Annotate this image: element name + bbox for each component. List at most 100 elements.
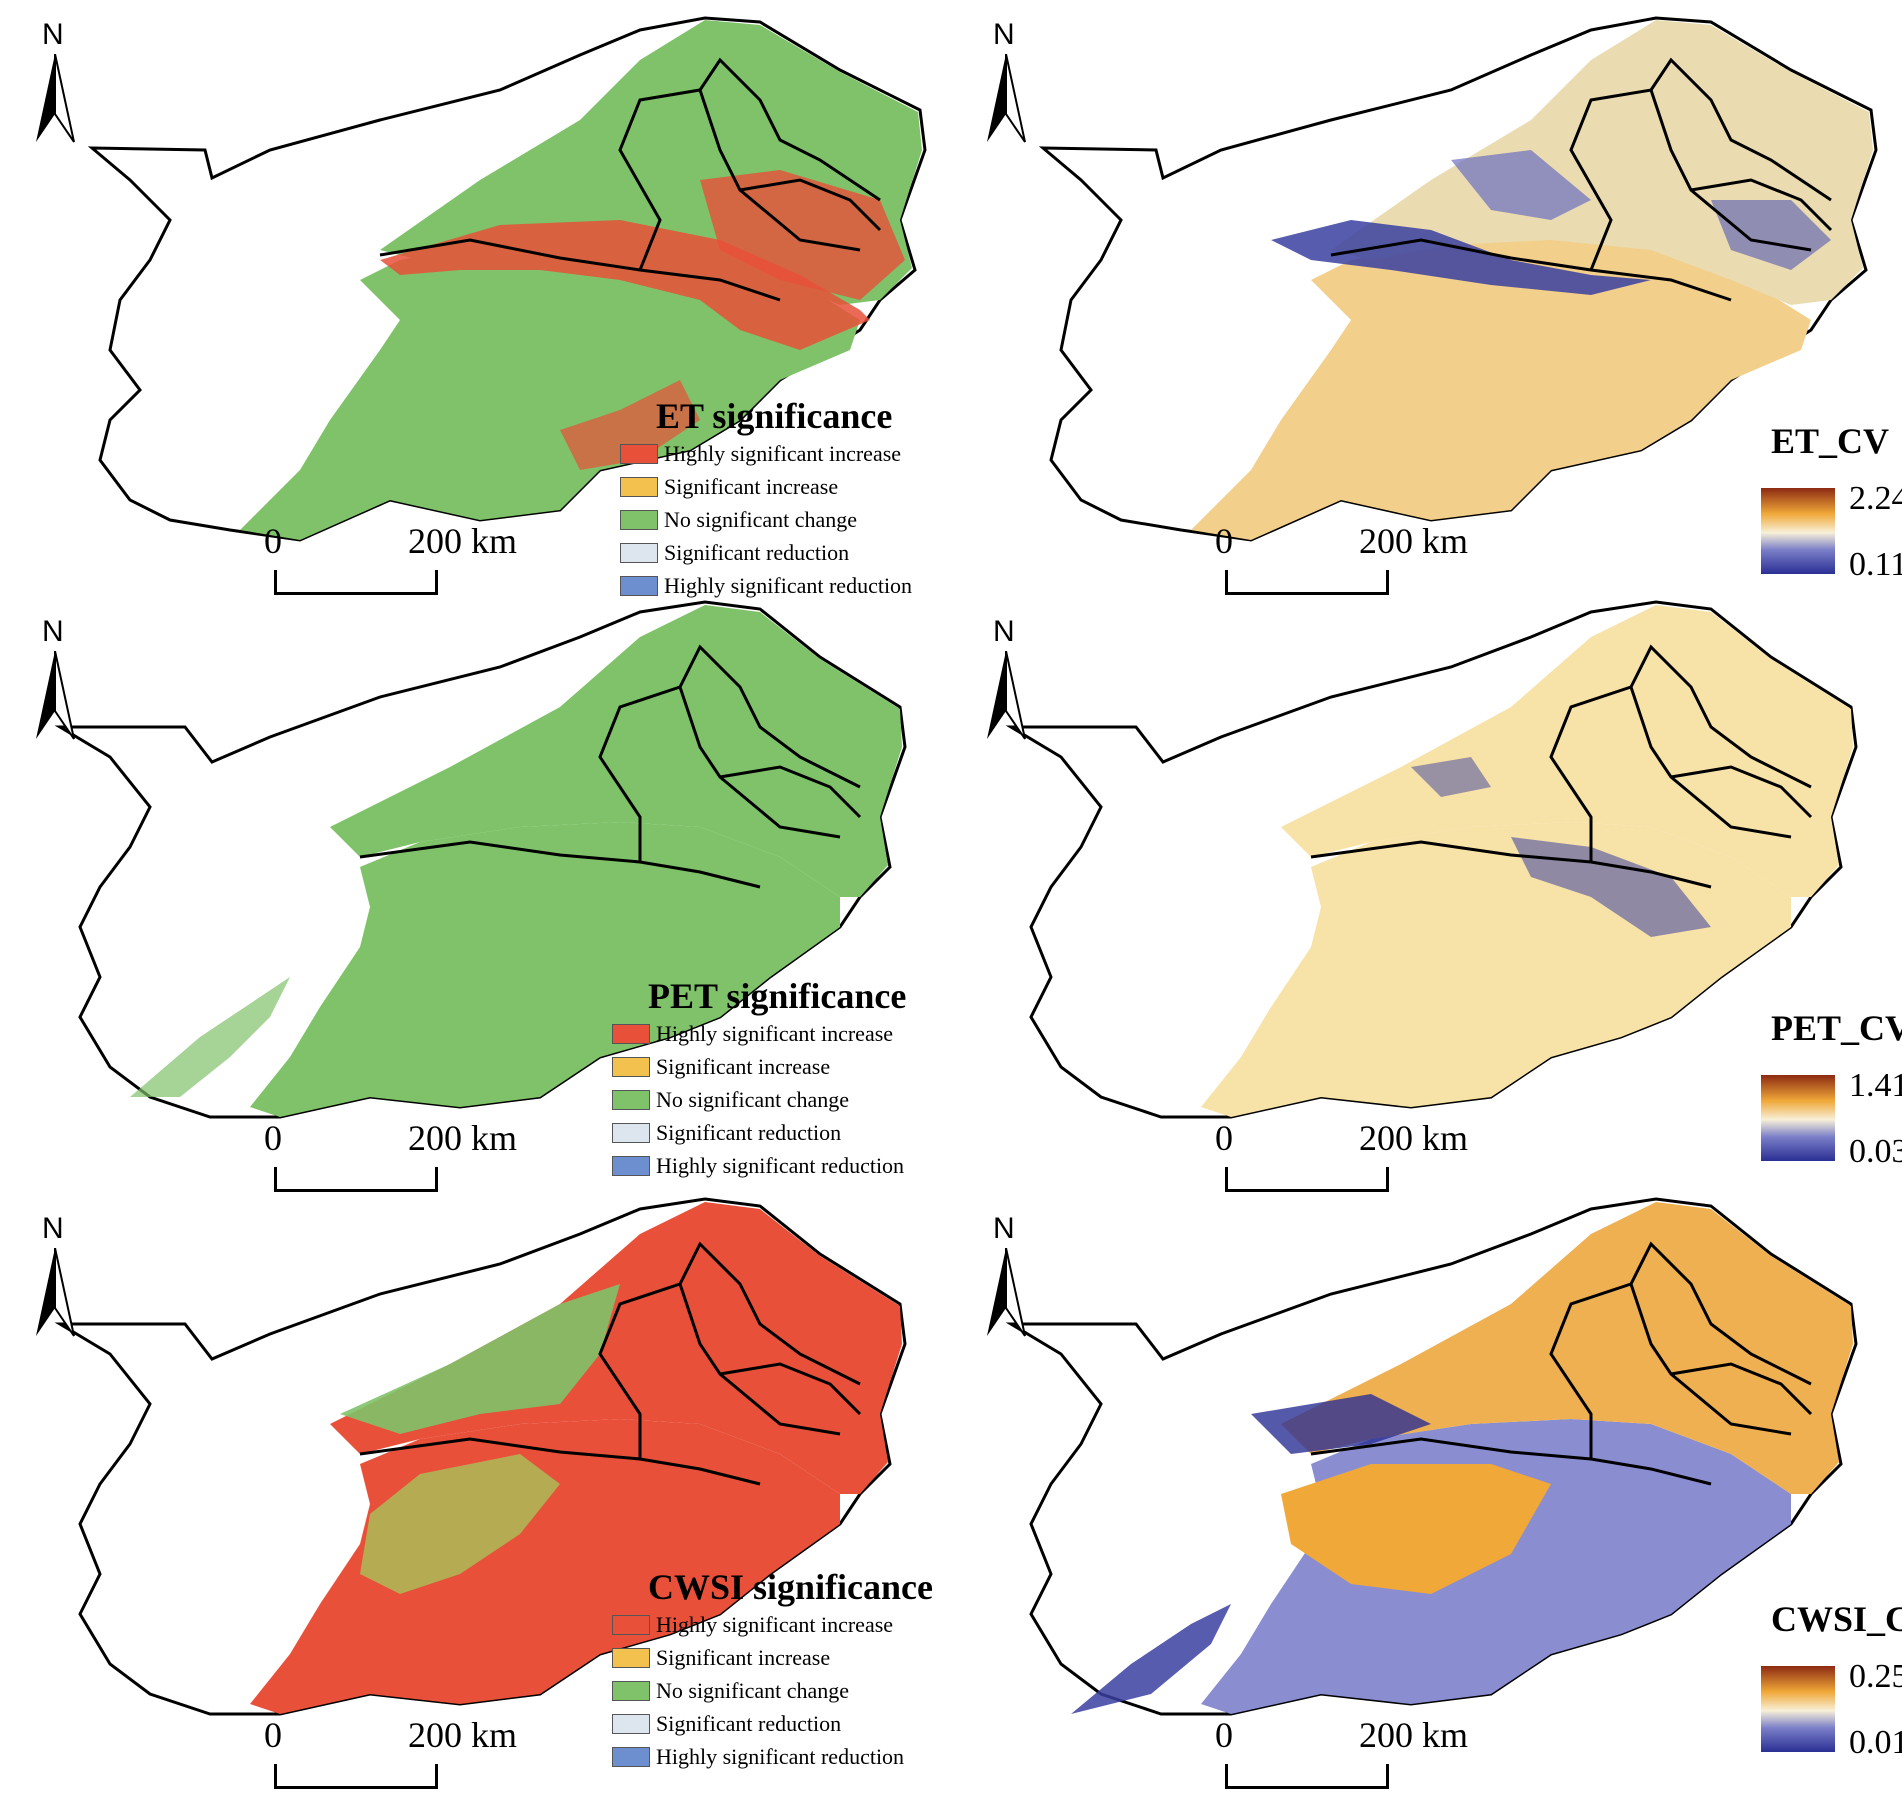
cwsi-significance-legend: CWSI significance Highly significant inc… [612,1566,942,1773]
northern-band [330,605,902,897]
scale-bar: 0 200 km [250,1117,517,1197]
scale-bar: 0 200 km [1201,1714,1468,1794]
legend-swatch-highly-increase [612,1023,650,1044]
legend-item: Significant increase [612,1050,942,1083]
north-arrow-icon [987,54,1026,143]
scale-bar-line [1225,570,1389,595]
legend-item: No significant change [620,503,950,536]
north-arrow-icon [36,651,75,740]
low-cv-zone [1511,837,1711,937]
north-label: N [42,615,64,648]
legend-swatch-increase [612,1647,650,1668]
scale-end: 200 km [1359,521,1469,561]
north-label: N [42,1212,64,1245]
north-arrow: N [979,615,1039,745]
low-cv-zone-2 [1451,150,1591,220]
scale-end: 200 km [1359,1715,1469,1755]
scale-bar-line [274,570,438,595]
scale-bar: 0 200 km [1201,1117,1468,1197]
legend-item: Significant increase [612,1641,942,1674]
scale-start: 0 [1215,1715,1233,1755]
legend-item: No significant change [612,1674,942,1707]
legend-swatch-no-change [620,509,658,530]
legend-swatch-no-change [612,1089,650,1110]
cv-color-ramp [1761,1075,1835,1161]
low-cv-zone [1271,220,1651,295]
legend-swatch-reduction [612,1713,650,1734]
panel-pet-cv: N 0 200 km PET_CV 1.41 0.03 [951,597,1902,1193]
scale-start: 0 [1215,1118,1233,1158]
legend-item: Highly significant reduction [620,569,950,602]
scale-end: 200 km [1359,1118,1469,1158]
cv-max-value: 0.25 [1849,1658,1902,1695]
scale-bar: 0 200 km [250,1714,517,1794]
north-label: N [993,615,1015,648]
legend-swatch-increase [612,1056,650,1077]
panel-cwsi-cv: N 0 200 km CWSI_CV 0.25 0.01 [951,1194,1902,1790]
scale-bar-line [1225,1167,1389,1192]
scale-start: 0 [264,1715,282,1755]
legend-item: Significant reduction [612,1116,942,1149]
cv-min-value: 0.03 [1849,1133,1902,1170]
scale-start: 0 [1215,521,1233,561]
pet-significance-legend: PET significance Highly significant incr… [612,975,942,1182]
cv-legend-title: ET_CV [1771,421,1890,461]
scale-end: 200 km [408,1118,518,1158]
legend-swatch-reduction [620,542,658,563]
legend-title: PET significance [648,976,907,1016]
legend-swatch-no-change [612,1680,650,1701]
northern-band [330,1202,902,1494]
north-label: N [42,18,64,51]
legend-item: Highly significant increase [612,1017,942,1050]
panel-et-significance: N 0 200 km ET significance Highly signif… [0,0,951,598]
et-significance-map [87,16,927,542]
cwsi-cv-legend: CWSI_CV 0.25 0.01 [1721,1598,1902,1761]
cv-legend-title: PET_CV [1771,1008,1902,1048]
cv-min-value: 0.11 [1849,546,1902,583]
north-arrow: N [979,18,1039,148]
north-arrow-icon [36,1248,75,1337]
cwsi-significance-map [54,1197,907,1716]
low-cv-zone [1251,1394,1431,1454]
low-cv-strip [1071,1604,1231,1714]
north-arrow-icon [987,651,1026,740]
et-significance-legend: ET significance Highly significant incre… [620,395,950,602]
low-cv-zone-3 [1711,200,1831,270]
western-strip [130,977,290,1097]
cv-max-value: 1.41 [1849,1067,1902,1104]
cv-color-ramp [1761,488,1835,574]
scale-bar-line [1225,1764,1389,1789]
scale-end: 200 km [408,1715,518,1755]
north-label: N [993,18,1015,51]
high-cv-zone [1281,1464,1551,1594]
legend-item: Highly significant increase [620,437,950,470]
north-arrow: N [28,1212,88,1342]
north-arrow: N [28,615,88,745]
increase-patches-3 [560,380,700,470]
et-cv-legend: ET_CV 2.24 0.11 [1721,420,1902,583]
legend-title: ET significance [656,396,893,436]
north-arrow-icon [987,1248,1026,1337]
legend-swatch-highly-reduction [620,575,658,596]
scale-end: 200 km [408,521,518,561]
no-change-zone [340,1284,620,1434]
pet-cv-legend: PET_CV 1.41 0.03 [1721,1007,1902,1170]
cv-surface-north [1281,605,1853,897]
legend-item: Significant reduction [612,1707,942,1740]
north-label: N [993,1212,1015,1245]
north-arrow-icon [36,54,75,143]
mixed-zone [360,1454,560,1594]
et-cv-map [1038,16,1878,542]
pet-cv-map [1005,600,1858,1119]
legend-swatch-highly-reduction [612,1746,650,1767]
scale-start: 0 [264,521,282,561]
legend-item: Significant increase [620,470,950,503]
legend-swatch-highly-increase [620,443,658,464]
cv-min-value: 0.01 [1849,1724,1902,1761]
panel-et-cv: N 0 200 km ET_CV 2.24 0.11 [951,0,1902,596]
scale-start: 0 [264,1118,282,1158]
legend-item: Significant reduction [620,536,950,569]
low-cv-zone-2 [1411,757,1491,797]
north-arrow: N [979,1212,1039,1342]
north-arrow: N [28,18,88,148]
